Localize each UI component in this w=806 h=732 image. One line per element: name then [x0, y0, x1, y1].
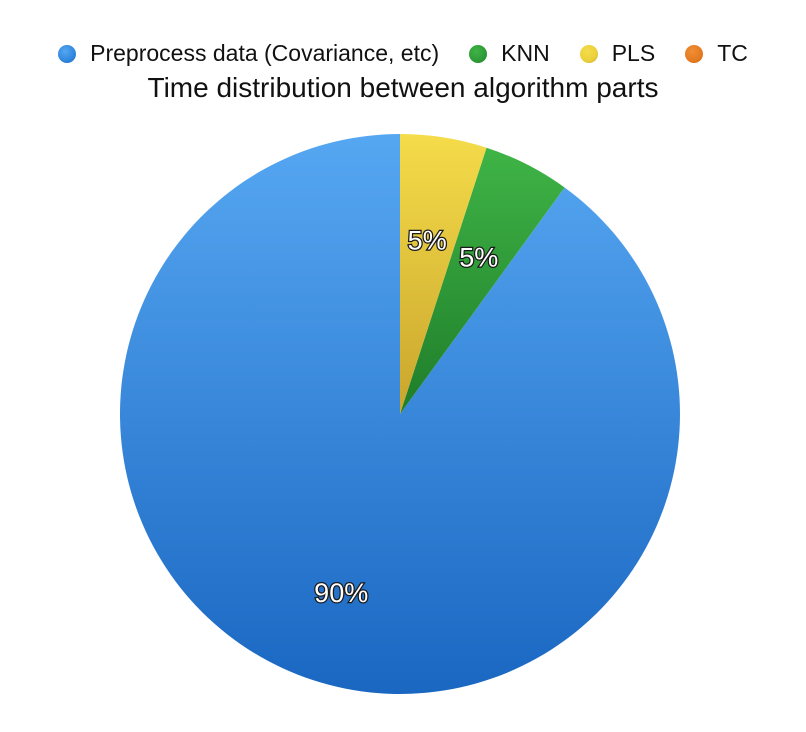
- legend-item-pls: PLS: [579, 40, 656, 67]
- pie-slice-knn: [400, 147, 565, 414]
- legend-item-tc: TC: [685, 40, 748, 67]
- pie-slice-pls: [400, 134, 487, 414]
- pie-label-pls: 5%: [408, 226, 447, 256]
- pie-slice-preprocess: [119, 134, 680, 695]
- pie-slices: [119, 134, 680, 695]
- pie-label-preprocess: 90%: [314, 578, 368, 608]
- pie-label-knn: 5%: [459, 242, 498, 272]
- legend-label-pls: PLS: [611, 40, 656, 66]
- chart-legend: Preprocess data (Covariance, etc) KNN PL…: [0, 40, 806, 67]
- chart-title: Time distribution between algorithm part…: [147, 72, 659, 103]
- legend-swatch-knn: [469, 44, 488, 63]
- legend-swatch-preprocess: [58, 44, 77, 63]
- legend-label-knn: KNN: [501, 40, 550, 66]
- legend-item-preprocess: Preprocess data (Covariance, etc): [58, 40, 439, 67]
- legend-item-knn: KNN: [469, 40, 550, 67]
- legend-label-preprocess: Preprocess data (Covariance, etc): [90, 40, 440, 66]
- legend-label-tc: TC: [717, 40, 748, 66]
- pie-labels: 90% 5% 5%: [313, 224, 500, 609]
- legend-swatch-pls: [579, 44, 598, 63]
- legend-swatch-tc: [685, 44, 704, 63]
